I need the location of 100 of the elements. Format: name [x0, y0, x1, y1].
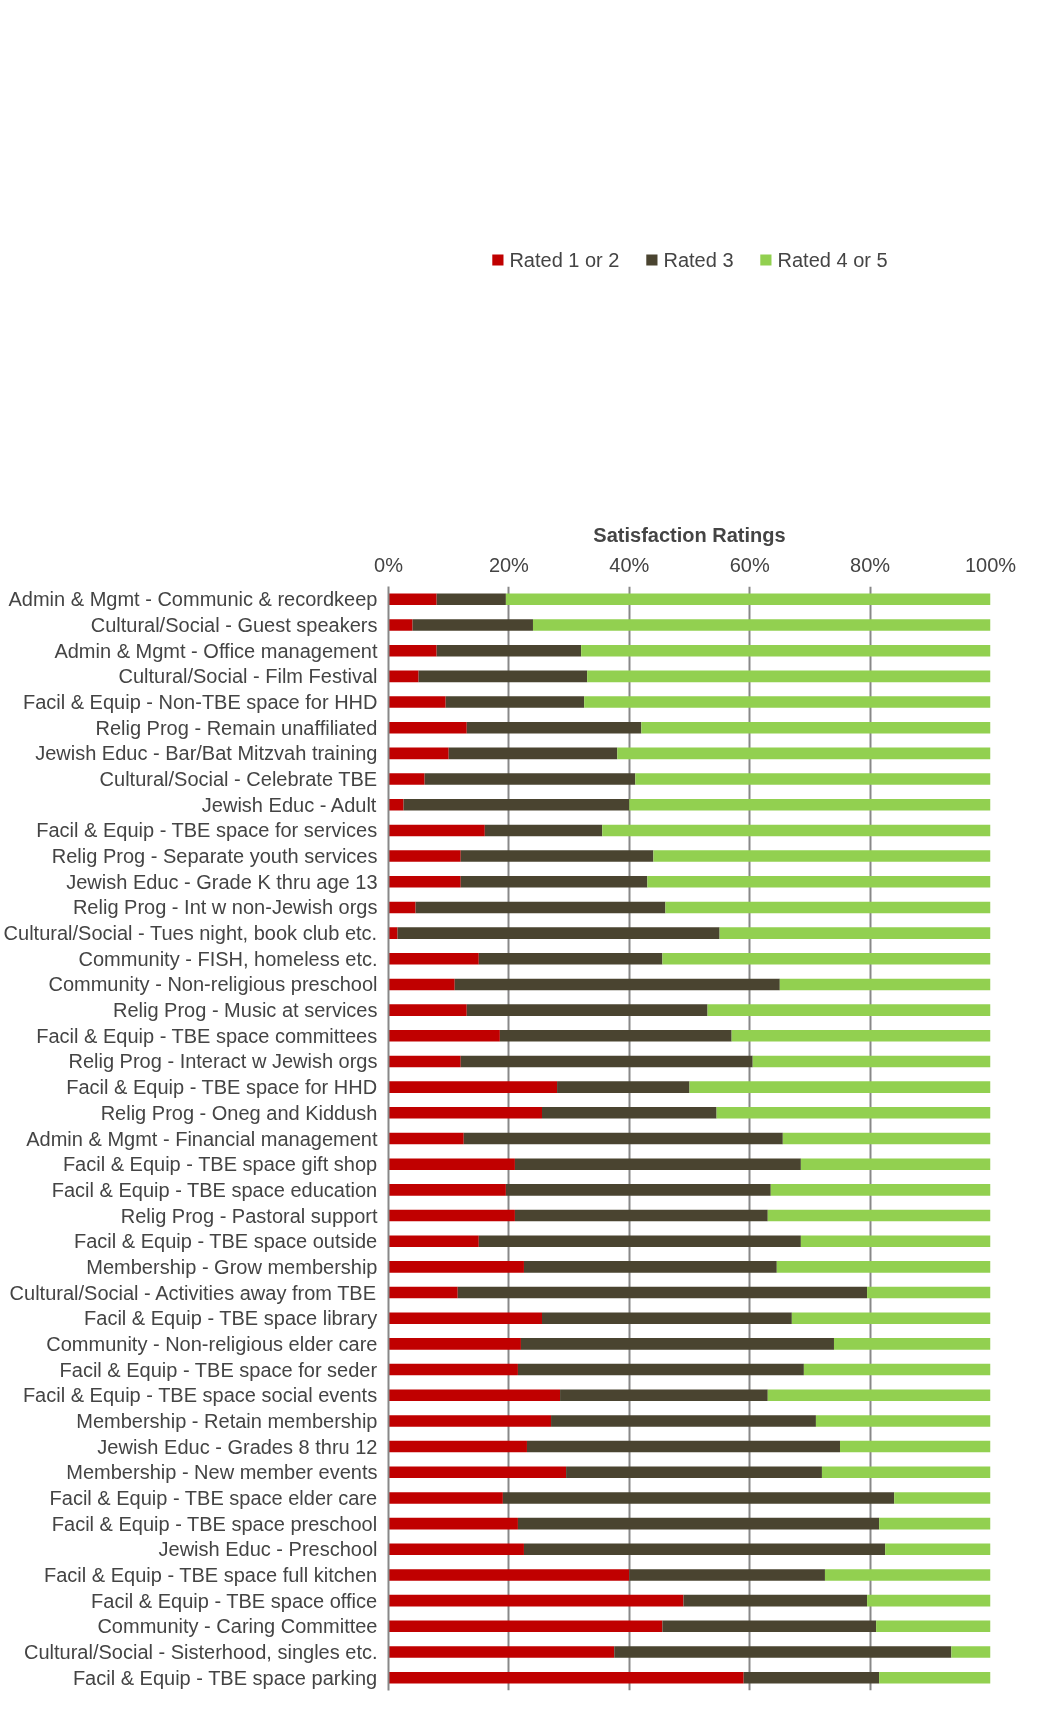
bar	[776, 1261, 991, 1273]
y-tick-label: Facil & Equip - TBE space for services	[36, 819, 378, 842]
bar	[388, 1338, 521, 1350]
bar	[388, 1132, 464, 1145]
y-tick-label: Community - Non-religious preschool	[48, 973, 378, 996]
bar	[566, 1466, 822, 1479]
x-tick-label: 60%	[729, 553, 770, 576]
bar	[460, 1055, 753, 1068]
y-tick-label: Cultural/Social - Guest speakers	[90, 614, 378, 637]
bar	[752, 1055, 991, 1068]
bar	[885, 1543, 991, 1556]
bar	[551, 1415, 816, 1427]
y-tick-label: Jewish Educ - Grade K thru age 13	[66, 870, 378, 893]
bar	[523, 1261, 777, 1273]
bar	[388, 1492, 503, 1504]
bar	[542, 1107, 717, 1119]
bar	[388, 927, 398, 939]
bar	[388, 1158, 515, 1170]
bar	[388, 1081, 558, 1093]
bar	[460, 875, 648, 888]
bar	[767, 1389, 991, 1402]
bar	[388, 1363, 518, 1376]
bar	[388, 875, 461, 888]
bar	[833, 1338, 991, 1350]
y-tick-label: Facil & Equip - TBE space education	[51, 1178, 378, 1201]
bar	[463, 1132, 783, 1145]
y-tick-label: Community - Non-religious elder care	[46, 1332, 378, 1355]
bar	[466, 1004, 708, 1016]
bar	[800, 1235, 991, 1247]
bar	[647, 875, 991, 888]
bar	[418, 670, 588, 683]
bar	[388, 1107, 543, 1119]
bar	[403, 798, 630, 811]
y-tick-label: Relig Prog - Music at services	[112, 999, 378, 1022]
bar	[388, 1286, 458, 1299]
bar	[770, 1184, 991, 1196]
bar	[415, 901, 666, 914]
y-tick-label: Relig Prog - Remain unaffiliated	[95, 716, 378, 739]
y-tick-label: Facil & Equip - TBE space gift shop	[62, 1153, 378, 1176]
bar	[388, 747, 449, 760]
bar	[388, 1030, 500, 1042]
bar	[876, 1620, 991, 1633]
y-tick-label: Jewish Educ - Grades 8 thru 12	[97, 1435, 378, 1458]
bar	[388, 593, 437, 606]
y-tick-label: Facil & Equip - TBE space for seder	[59, 1358, 378, 1381]
bar	[484, 824, 603, 837]
bar	[815, 1415, 991, 1427]
bar	[731, 1030, 991, 1042]
bar	[388, 1184, 506, 1196]
bar	[719, 927, 991, 939]
bar	[653, 850, 991, 862]
bar	[388, 1620, 663, 1633]
bar	[388, 1440, 527, 1453]
x-tick-label: 100%	[964, 553, 1017, 576]
bar	[617, 747, 991, 760]
bar	[388, 1646, 615, 1658]
y-tick-label: Facil & Equip - TBE space elder care	[49, 1486, 378, 1509]
bar	[662, 953, 991, 965]
bar	[388, 670, 419, 683]
bar	[602, 824, 991, 837]
bar	[388, 773, 425, 785]
bar	[388, 1415, 552, 1427]
bar	[388, 798, 404, 811]
bar	[560, 1389, 768, 1402]
bar	[499, 1030, 732, 1042]
bar	[584, 696, 991, 708]
legend-label: Rated 4 or 5	[777, 248, 888, 272]
bar	[388, 901, 416, 914]
bar	[800, 1158, 991, 1170]
bar	[689, 1081, 991, 1093]
bar	[424, 773, 636, 785]
bar	[388, 1671, 744, 1684]
bar	[520, 1338, 834, 1350]
bar	[388, 1312, 543, 1324]
y-tick-label: Facil & Equip - TBE space office	[91, 1589, 378, 1612]
bar	[388, 1055, 461, 1068]
y-tick-label: Relig Prog - Int w non-Jewish orgs	[72, 896, 378, 919]
bar	[505, 593, 991, 606]
x-tick-label: 0%	[374, 553, 404, 576]
bar	[388, 619, 413, 631]
bar	[388, 1466, 567, 1479]
bar	[505, 1184, 771, 1196]
bar	[707, 1004, 991, 1016]
bar	[894, 1492, 991, 1504]
bar	[502, 1492, 895, 1504]
y-tick-label: Cultural/Social - Sisterhood, singles etc.	[24, 1640, 378, 1663]
bar	[767, 1209, 991, 1222]
bar	[457, 1286, 868, 1299]
y-tick-label: Jewish Educ - Bar/Bat Mitzvah training	[35, 742, 378, 765]
bar	[388, 1004, 467, 1016]
bar	[629, 1569, 825, 1581]
bar	[514, 1158, 801, 1170]
legend-label: Rated 1 or 2	[509, 248, 620, 272]
bar	[388, 1389, 561, 1402]
bar	[716, 1107, 991, 1119]
y-tick-label: Membership - Grow membership	[86, 1255, 378, 1278]
bar	[824, 1569, 991, 1581]
bar	[587, 670, 991, 683]
bar	[523, 1543, 886, 1556]
y-tick-label: Facil & Equip - TBE space full kitchen	[44, 1563, 378, 1586]
